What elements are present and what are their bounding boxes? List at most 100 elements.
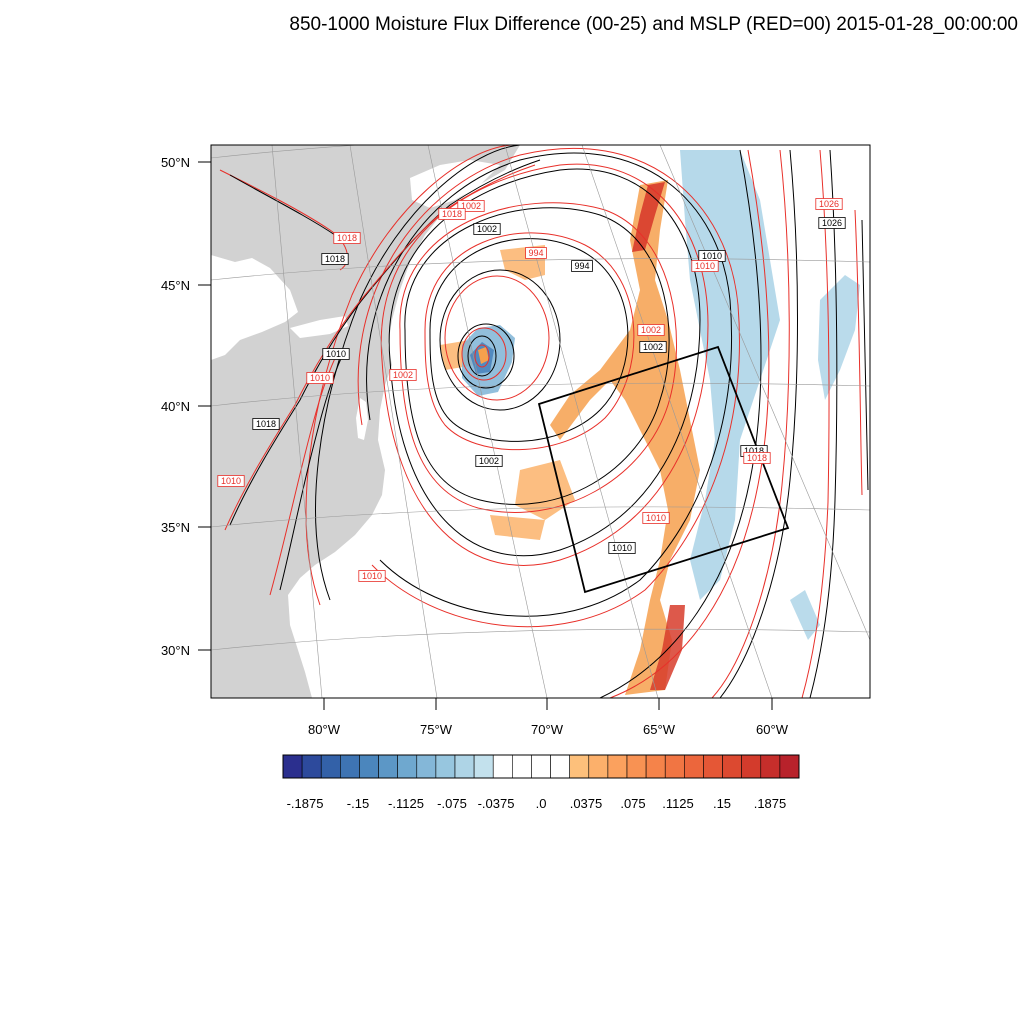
colorbar-swatch <box>416 754 437 779</box>
contour-label: 1002 <box>637 324 665 336</box>
contour-black-990 <box>457 323 515 389</box>
contour-label: 1010 <box>217 475 245 487</box>
chesapeake-bay <box>356 398 368 440</box>
grid-lon-55 <box>659 145 870 641</box>
flux-positive-core-south <box>650 605 685 690</box>
colorbar-swatch <box>359 754 379 779</box>
lat-label-40: 40°N <box>161 399 190 414</box>
colorbar-swatch <box>645 754 666 779</box>
grid-lon-65 <box>504 145 659 698</box>
colorbar-swatch <box>779 754 800 779</box>
colorbar-swatch <box>301 754 322 779</box>
colorbar-swatch <box>760 754 781 779</box>
colorbar-label: .1125 <box>662 796 694 811</box>
contour-black-986 <box>467 335 497 377</box>
contour-label-text: 1018 <box>744 446 764 456</box>
contour-label: 1018 <box>252 418 280 430</box>
contour-label-text: 1002 <box>461 201 481 211</box>
colorbar-label: .0375 <box>570 796 603 811</box>
graticule <box>211 145 870 698</box>
contour-label-text: 1010 <box>362 571 382 581</box>
contour-land-red-1 <box>224 164 536 531</box>
contour-label-text: 1010 <box>702 251 722 261</box>
contour-label: 1002 <box>475 455 503 467</box>
contour-label-text: 1026 <box>822 218 842 228</box>
contour-black-1014 <box>315 145 762 698</box>
colorbar-label: -.15 <box>347 796 369 811</box>
contour-red-990 <box>461 327 507 381</box>
contour-red-1022 <box>801 149 830 698</box>
flux-negative-east <box>790 275 860 640</box>
contour-label: 1010 <box>642 512 670 524</box>
colorbar-frame <box>282 754 800 779</box>
contour-label: 1026 <box>818 217 846 229</box>
lon-label-75: 75°W <box>420 722 453 737</box>
contour-label-text: 994 <box>574 261 589 271</box>
contour-red-1018 <box>711 149 790 698</box>
lon-label-65: 65°W <box>643 722 676 737</box>
grid-lon-75 <box>349 145 438 698</box>
contour-black-1022 <box>809 149 838 698</box>
colorbar-label: .075 <box>620 796 645 811</box>
contour-label-text: 1026 <box>819 199 839 209</box>
contour-red-1026 <box>854 209 863 496</box>
flux-positive-band <box>550 180 700 695</box>
contour-black-1026 <box>861 219 869 491</box>
colorbar-swatch <box>473 754 494 779</box>
lake-ontario <box>290 316 348 338</box>
contour-black-1018 <box>719 149 798 698</box>
colorbar-swatch <box>492 754 513 779</box>
contour-black-1006 <box>388 168 701 557</box>
colorbar-swatch <box>722 754 742 779</box>
contour-land-black-3 <box>229 174 336 236</box>
contour-red-1002 <box>399 202 677 513</box>
contour-label: 1018 <box>438 208 466 220</box>
contour-label-text: 1018 <box>337 233 357 243</box>
contour-red-994 <box>444 275 550 401</box>
contour-label-text: 1002 <box>643 342 663 352</box>
colorbar-swatch <box>512 754 532 779</box>
map-title: 850-1000 Moisture Flux Difference (00-25… <box>289 14 1018 35</box>
contour-black-1002 <box>404 207 670 505</box>
colorbar-swatch <box>741 754 762 779</box>
colorbar-swatch <box>435 754 456 779</box>
contour-label: 994 <box>525 247 547 259</box>
contour-label: 1010 <box>608 542 636 554</box>
flux-positive-west <box>440 245 575 540</box>
contour-label-text: 994 <box>528 248 543 258</box>
contour-red-998 <box>424 232 635 451</box>
contour-label-text: 1018 <box>256 419 276 429</box>
colorbar-label: .15 <box>713 796 731 811</box>
colorbar-swatch <box>550 754 570 779</box>
contour-label-text: 1002 <box>479 456 499 466</box>
lon-label-60: 60°W <box>756 722 789 737</box>
colorbar-swatch <box>703 754 723 779</box>
grid-lon-80 <box>271 145 323 698</box>
colorbar-swatch <box>397 754 418 779</box>
contour-black-1010 <box>366 152 733 617</box>
contour-label: 1002 <box>639 341 667 353</box>
contour-label-text: 1002 <box>641 325 661 335</box>
contour-black-998 <box>429 238 629 442</box>
contour-label-text: 1018 <box>442 209 462 219</box>
colorbar-swatch <box>340 754 360 779</box>
colorbar-label: -.0375 <box>478 796 515 811</box>
colorbar-label: .1875 <box>754 796 787 811</box>
colorbar-swatch <box>282 754 303 779</box>
contour-black-994 <box>439 269 561 411</box>
contour-label: 1002 <box>473 223 501 235</box>
grid-lon-70 <box>427 145 548 698</box>
grid-lon-60 <box>581 145 773 698</box>
contour-label-text: 1002 <box>393 370 413 380</box>
colorbar-swatches <box>282 754 800 779</box>
contour-label-text: 1018 <box>747 453 767 463</box>
contour-label-text: 1018 <box>325 254 345 264</box>
grid-lat-50 <box>211 145 362 159</box>
contour-label: 1002 <box>389 369 417 381</box>
grid-lat-30 <box>211 628 870 651</box>
colorbar-swatch <box>531 754 551 779</box>
contour-label: 1026 <box>815 198 843 210</box>
great-lakes <box>211 255 298 360</box>
